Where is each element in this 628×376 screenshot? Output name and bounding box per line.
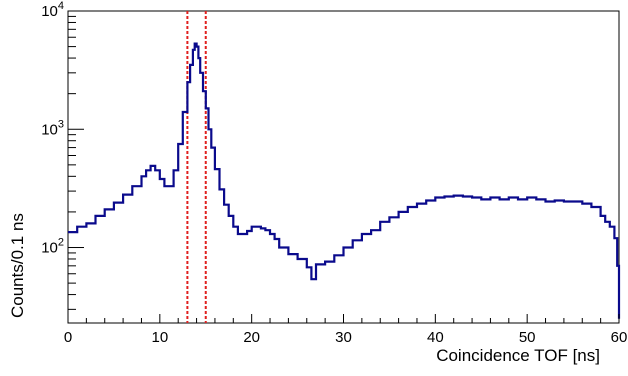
series-line-1 bbox=[68, 42, 621, 319]
series bbox=[68, 42, 621, 319]
cut-lines bbox=[186, 11, 207, 323]
x-tick-label: 60 bbox=[611, 329, 628, 346]
y-axis-label: Counts/0.1 ns bbox=[8, 213, 27, 318]
x-tick-label: 20 bbox=[243, 329, 260, 346]
x-tick-label: 0 bbox=[64, 329, 72, 346]
x-tick-label: 50 bbox=[519, 329, 536, 346]
x-tick-label: 40 bbox=[427, 329, 444, 346]
y-tick-label: 103 bbox=[41, 118, 64, 138]
x-axis-label: Coincidence TOF [ns] bbox=[436, 346, 600, 365]
y-tick-label: 102 bbox=[41, 237, 64, 257]
x-axis-ticks: 0 10 20 30 40 50 60 bbox=[64, 314, 628, 346]
y-tick-label: 104 bbox=[41, 0, 64, 20]
y-axis-ticks: 102 103 104 bbox=[41, 0, 84, 310]
x-tick-label: 10 bbox=[151, 329, 168, 346]
x-tick-label: 30 bbox=[335, 329, 352, 346]
